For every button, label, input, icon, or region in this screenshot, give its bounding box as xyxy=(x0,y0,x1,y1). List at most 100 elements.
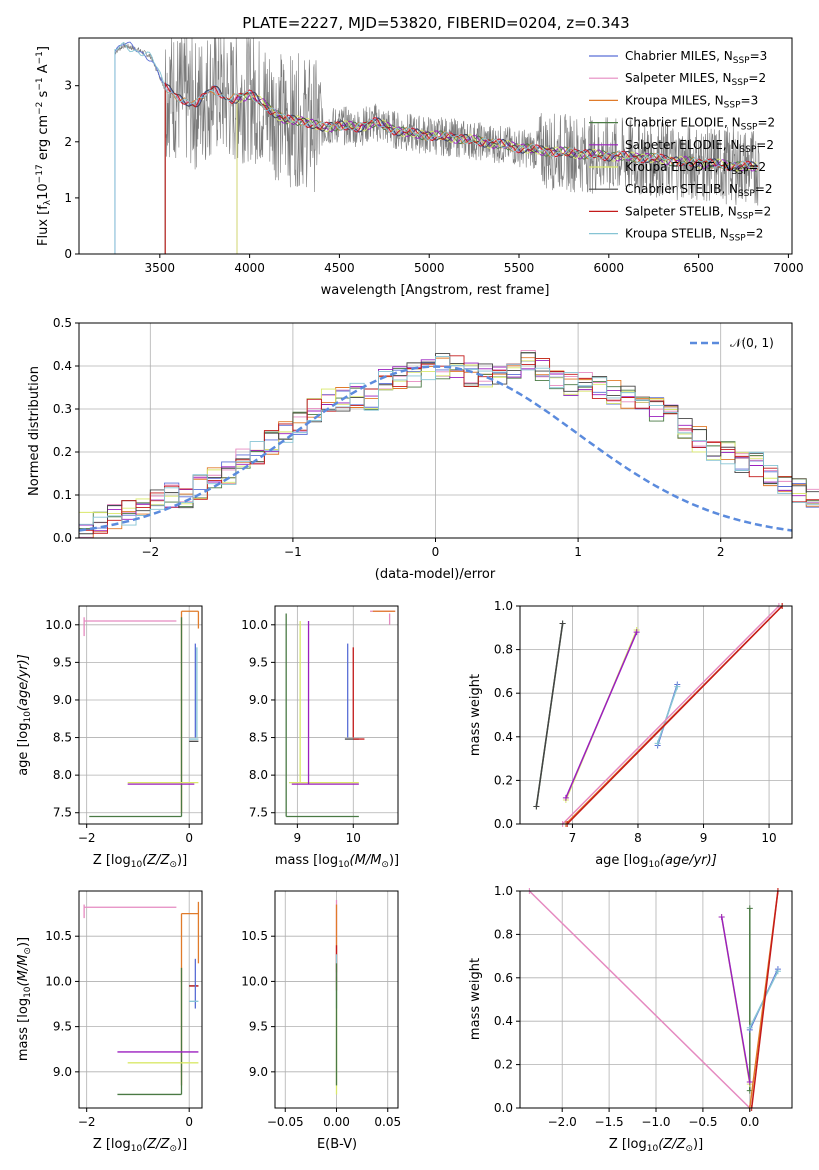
y-tick-label: 8.0 xyxy=(249,768,268,782)
mass-weight-line xyxy=(565,631,638,799)
mass-weight-marker xyxy=(633,629,640,636)
x-tick-label: −2 xyxy=(78,1115,96,1129)
age-metallicity-xlabel: Z [log10(Z/Z⊙)] xyxy=(93,853,187,870)
x-tick-label: −1 xyxy=(284,545,302,559)
x-tick-label: 4500 xyxy=(324,261,355,275)
age-mass-frame xyxy=(274,605,399,825)
x-tick-label: 5000 xyxy=(414,261,445,275)
mass-weight-marker xyxy=(718,914,725,921)
mass-metallicity-xlabel: Z [log10(Z/Z⊙)] xyxy=(93,1137,187,1154)
y-tick-label: 8.5 xyxy=(249,731,268,745)
histogram-legend: 𝒩(0, 1) xyxy=(690,336,774,350)
y-tick-label: 9.5 xyxy=(53,655,72,669)
y-tick-label: 10.0 xyxy=(45,974,72,988)
legend-label: Salpeter STELIB, NSSP=2 xyxy=(625,204,771,221)
x-tick-label: 0 xyxy=(432,545,440,559)
y-tick-label: 9.5 xyxy=(249,655,268,669)
normal-curve xyxy=(78,365,793,532)
mass-weight-marker xyxy=(562,794,569,801)
massweight-metallicity-ylabel: mass weight xyxy=(468,958,483,1040)
histogram-step xyxy=(79,352,819,535)
x-tick-label: −0.5 xyxy=(688,1115,717,1129)
observed-spectrum-line xyxy=(114,37,760,206)
x-tick-label: 9 xyxy=(700,831,708,845)
histogram-ylabel: Normed distribution xyxy=(27,366,42,496)
y-tick-label: 3 xyxy=(64,79,72,93)
x-tick-label: −2 xyxy=(141,545,159,559)
y-tick-label: 0.8 xyxy=(494,927,513,941)
legend-label: Chabrier STELIB, NSSP=2 xyxy=(625,182,773,199)
model-spectrum-line xyxy=(114,41,758,254)
x-tick-label: 8 xyxy=(634,831,642,845)
mass-weight-line xyxy=(656,686,679,744)
y-tick-label: 9.0 xyxy=(53,1065,72,1079)
spectrum-xlabel: wavelength [Angstrom, rest frame] xyxy=(321,283,550,298)
y-tick-label: 0.4 xyxy=(494,730,513,744)
legend-label: Chabrier ELODIE, NSSP=2 xyxy=(625,116,775,133)
mass-weight-line xyxy=(535,623,564,807)
age-metallicity-ylabel: age [log10(age/yr)] xyxy=(16,654,33,776)
mass-weight-marker xyxy=(746,1078,753,1085)
y-tick-label: 10.0 xyxy=(241,974,268,988)
histogram-xlabel: (data-model)/error xyxy=(375,567,496,582)
histogram-step xyxy=(79,352,819,530)
mass-metallicity-frame xyxy=(78,890,203,1109)
legend-label: Kroupa STELIB, NSSP=2 xyxy=(625,227,763,244)
y-tick-label: 7.5 xyxy=(249,806,268,820)
y-tick-label: 0.2 xyxy=(494,773,513,787)
legend-label: Salpeter MILES, NSSP=2 xyxy=(625,71,766,88)
spectrum-axes-frame xyxy=(78,37,793,255)
legend-label: Chabrier MILES, NSSP=3 xyxy=(625,49,767,66)
massweight-age-ylabel: mass weight xyxy=(468,674,483,756)
residual-histogram-panel: −2 −1 0 1 2 0.0 0.1 0.2 0.3 0.4 0.5 (data-model)/e… xyxy=(27,316,819,582)
mass-vs-extinction-panel: −0.05 0.00 0.05 9.0 9.5 10.0 10.5 E(B-V) xyxy=(241,890,401,1152)
y-tick-label: 10.5 xyxy=(241,929,268,943)
mass-weight-marker xyxy=(674,683,681,690)
y-tick-label: 8.0 xyxy=(53,768,72,782)
mass-weight-line xyxy=(566,605,783,825)
spectrum-legend: Chabrier MILES, NSSP=3 Salpeter MILES, NS… xyxy=(589,49,775,244)
y-tick-label: 9.5 xyxy=(249,1020,268,1034)
legend-label: Salpeter ELODIE, NSSP=2 xyxy=(625,138,774,155)
age-vs-metallicity-panel: −2 0 7.5 8.0 8.5 9.0 9.5 10.0 Z [log10(Z/Z⊙)] a… xyxy=(16,605,203,870)
mass-weight-line xyxy=(750,890,779,1109)
mass-weight-marker xyxy=(533,803,540,810)
y-tick-label: 0.0 xyxy=(53,531,72,545)
mass-weight-marker xyxy=(746,905,753,912)
legend-label: Kroupa ELODIE, NSSP=2 xyxy=(625,160,766,177)
x-tick-label: 10 xyxy=(761,831,776,845)
x-tick-label: 10 xyxy=(346,831,361,845)
y-tick-label: 0.4 xyxy=(494,1014,513,1028)
x-tick-label: 3500 xyxy=(145,261,176,275)
x-tick-label: 7000 xyxy=(773,261,804,275)
mass-extinction-xlabel: E(B-V) xyxy=(317,1137,357,1152)
x-tick-label: 6500 xyxy=(683,261,714,275)
x-tick-label: 9 xyxy=(294,831,302,845)
spectrum-ylabel: Flux [fλ10−17 erg cm−2 s−1 A−1] xyxy=(35,46,53,246)
y-tick-label: 1.0 xyxy=(494,884,513,898)
x-tick-label: 4000 xyxy=(234,261,265,275)
histogram-step xyxy=(79,357,819,515)
y-tick-label: 2 xyxy=(64,135,72,149)
age-mass-xlabel: mass [log10(M/M⊙)] xyxy=(275,853,399,870)
x-tick-label: 0 xyxy=(185,831,193,845)
x-tick-label: 2 xyxy=(717,545,725,559)
y-tick-label: 10.0 xyxy=(45,618,72,632)
age-vs-mass-panel: 9 10 7.5 8.0 8.5 9.0 9.5 10.0 mass [log10(M/M⊙)… xyxy=(241,605,399,870)
y-tick-label: 0.3 xyxy=(53,402,72,416)
x-tick-label: −1.5 xyxy=(595,1115,624,1129)
mass-vs-metallicity-panel: −2 0 9.0 9.5 10.0 10.5 Z [log10(Z/Z⊙)] mass [… xyxy=(16,890,203,1154)
y-tick-label: 0.5 xyxy=(53,316,72,330)
x-tick-label: 7 xyxy=(569,831,577,845)
x-tick-label: 0 xyxy=(185,1115,193,1129)
normal-legend-label: 𝒩(0, 1) xyxy=(730,336,774,350)
figure-title: PLATE=2227, MJD=53820, FIBERID=0204, z=0… xyxy=(242,14,629,32)
x-tick-label: −1.0 xyxy=(641,1115,670,1129)
mass-weight-line xyxy=(562,605,780,825)
x-tick-label: 6000 xyxy=(594,261,625,275)
x-tick-label: −0.05 xyxy=(267,1115,304,1129)
mass-weight-marker xyxy=(746,1024,753,1031)
y-tick-label: 0.0 xyxy=(494,1101,513,1115)
y-tick-label: 0.2 xyxy=(53,445,72,459)
massweight-metallicity-xlabel: Z [log10(Z/Z⊙)] xyxy=(609,1137,703,1154)
